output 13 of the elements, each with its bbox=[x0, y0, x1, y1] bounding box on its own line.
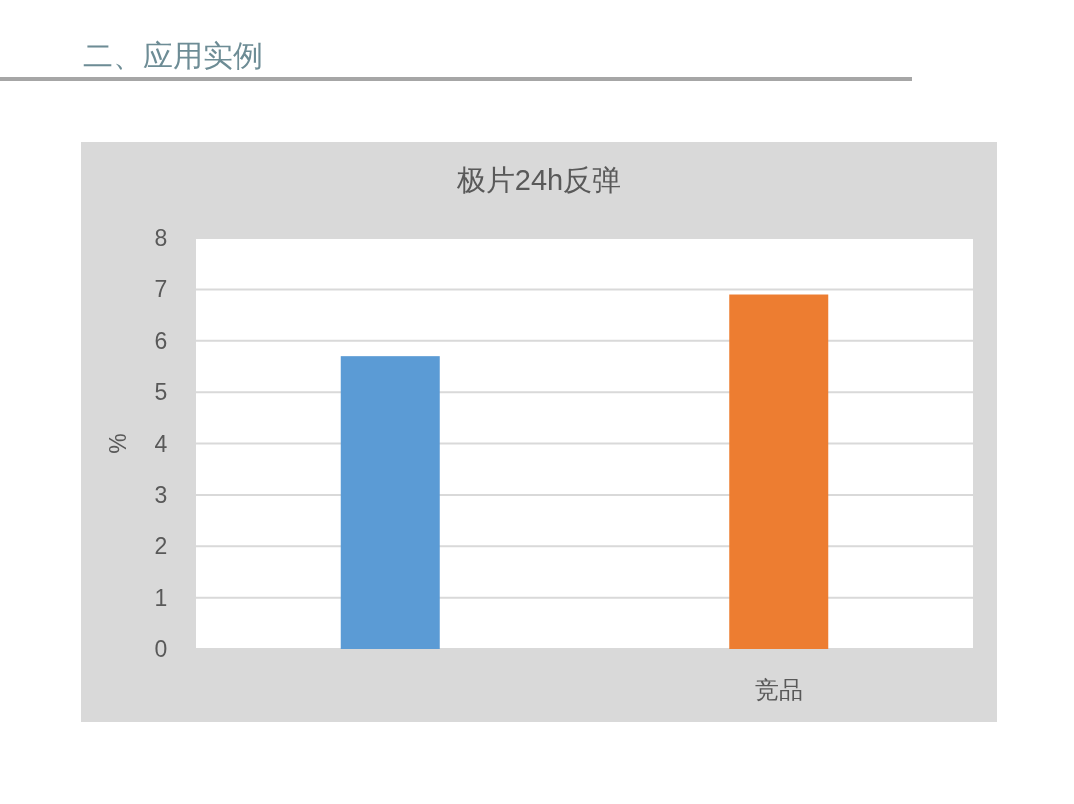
y-tick-label: 4 bbox=[154, 430, 168, 457]
chart-title: 极片24h反弹 bbox=[455, 164, 622, 196]
y-tick-label: 8 bbox=[154, 225, 168, 251]
y-tick-label: 2 bbox=[154, 533, 168, 560]
y-tick-label: 0 bbox=[154, 636, 168, 662]
x-tick-label: 竞品 bbox=[754, 676, 803, 703]
y-tick-label: 3 bbox=[154, 481, 168, 508]
y-tick-label: 1 bbox=[154, 584, 168, 611]
y-axis-title: % bbox=[105, 433, 131, 454]
text: 二、应用实例 bbox=[83, 39, 263, 72]
y-tick-label: 5 bbox=[154, 379, 168, 406]
y-tick-label: 6 bbox=[154, 327, 168, 354]
y-tick-label: 7 bbox=[154, 276, 168, 303]
